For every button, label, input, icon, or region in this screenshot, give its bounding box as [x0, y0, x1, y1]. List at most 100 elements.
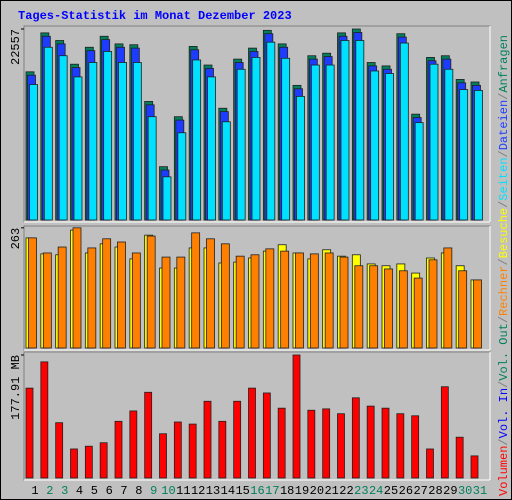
- bar: [414, 122, 424, 221]
- bar: [29, 84, 38, 221]
- legend: Volumen/Vol. In/Vol. Out/Rechner/Besuche…: [497, 35, 511, 496]
- bar: [309, 253, 319, 349]
- legend-entry: Vol. Out: [497, 323, 511, 381]
- x-tick-label: 3: [61, 484, 68, 498]
- x-tick-label: 26: [399, 484, 413, 498]
- bar: [87, 247, 97, 349]
- x-tick-label: 15: [235, 484, 249, 498]
- bar: [292, 354, 301, 479]
- bar: [310, 64, 320, 221]
- bar: [251, 57, 261, 221]
- bar: [399, 42, 409, 221]
- bar: [147, 116, 157, 221]
- bar: [473, 279, 482, 349]
- bar: [385, 73, 394, 221]
- bar: [411, 415, 420, 479]
- x-tick-label: 14: [221, 484, 235, 498]
- bar: [55, 422, 64, 479]
- bar: [188, 423, 197, 479]
- bar: [355, 40, 365, 221]
- x-tick-label: 9: [150, 484, 157, 498]
- bar: [295, 252, 304, 349]
- x-tick-label: 8: [135, 484, 142, 498]
- x-tick-label: 30: [458, 484, 472, 498]
- bar: [28, 237, 37, 349]
- bar: [339, 256, 349, 349]
- legend-separator: /: [497, 258, 511, 265]
- bar: [307, 409, 316, 479]
- legend-entry: Volumen: [497, 446, 511, 496]
- bar: [131, 252, 141, 349]
- bar: [70, 448, 78, 479]
- legend-separator: /: [497, 93, 511, 100]
- bar: [459, 89, 469, 221]
- legend-entry: Seiten: [497, 157, 511, 200]
- bar: [266, 41, 276, 221]
- bar: [280, 250, 290, 349]
- x-tick-label: 20: [310, 484, 324, 498]
- bar: [426, 448, 434, 479]
- bar: [177, 132, 187, 221]
- bar: [207, 76, 216, 221]
- bar: [440, 386, 449, 479]
- bar: [192, 59, 202, 221]
- bar: [324, 252, 334, 349]
- x-tick-label: 12: [191, 484, 205, 498]
- bar: [398, 270, 408, 349]
- x-tick-label: 11: [176, 484, 190, 498]
- bar: [369, 265, 379, 349]
- bar: [250, 254, 260, 349]
- legend-entry: Vol. In: [497, 388, 511, 438]
- x-tick-label: 13: [206, 484, 220, 498]
- chart-title: Tages-Statistik im Monat Dezember 2023: [18, 9, 292, 23]
- bar: [443, 247, 453, 349]
- bar: [221, 121, 231, 221]
- x-tick-label: 21: [324, 484, 338, 498]
- y-tick-label: 263: [9, 228, 23, 250]
- x-tick-label: 23: [354, 484, 368, 498]
- legend-separator: /: [497, 316, 511, 323]
- x-tick-label: 7: [120, 484, 127, 498]
- bar: [458, 270, 468, 349]
- bar: [354, 265, 364, 349]
- x-tick-label: 17: [265, 484, 279, 498]
- bar: [203, 400, 212, 479]
- bar: [25, 387, 34, 479]
- legend-entry: Rechner: [497, 266, 511, 316]
- legend-separator: /: [497, 381, 511, 388]
- x-tick-label: 2: [46, 484, 53, 498]
- bar: [429, 63, 439, 221]
- bar: [428, 259, 438, 349]
- x-tick-label: 1: [31, 484, 38, 498]
- legend-entry: Dateien: [497, 100, 511, 150]
- bar: [444, 68, 454, 221]
- bar: [176, 256, 186, 349]
- bar: [370, 70, 380, 221]
- bar: [43, 46, 53, 221]
- bar: [218, 420, 227, 479]
- bar: [99, 442, 108, 479]
- x-tick-label: 25: [384, 484, 398, 498]
- x-tick-label: 10: [161, 484, 175, 498]
- bar: [146, 235, 156, 349]
- bar: [325, 64, 335, 221]
- bar: [206, 238, 215, 349]
- bar: [114, 420, 123, 479]
- bar: [103, 51, 113, 221]
- x-tick-label: 28: [428, 484, 442, 498]
- x-tick-label: 31: [473, 484, 487, 498]
- bar: [102, 238, 112, 349]
- bar: [73, 76, 83, 221]
- bar: [366, 405, 375, 479]
- legend-separator: /: [497, 201, 511, 208]
- bar: [296, 95, 305, 221]
- bar: [455, 436, 464, 479]
- bar: [191, 232, 201, 349]
- bar: [340, 40, 350, 221]
- bar: [384, 268, 393, 349]
- x-tick-label: 22: [339, 484, 353, 498]
- bar: [117, 241, 126, 349]
- x-tick-label: 18: [280, 484, 294, 498]
- bar: [235, 255, 245, 349]
